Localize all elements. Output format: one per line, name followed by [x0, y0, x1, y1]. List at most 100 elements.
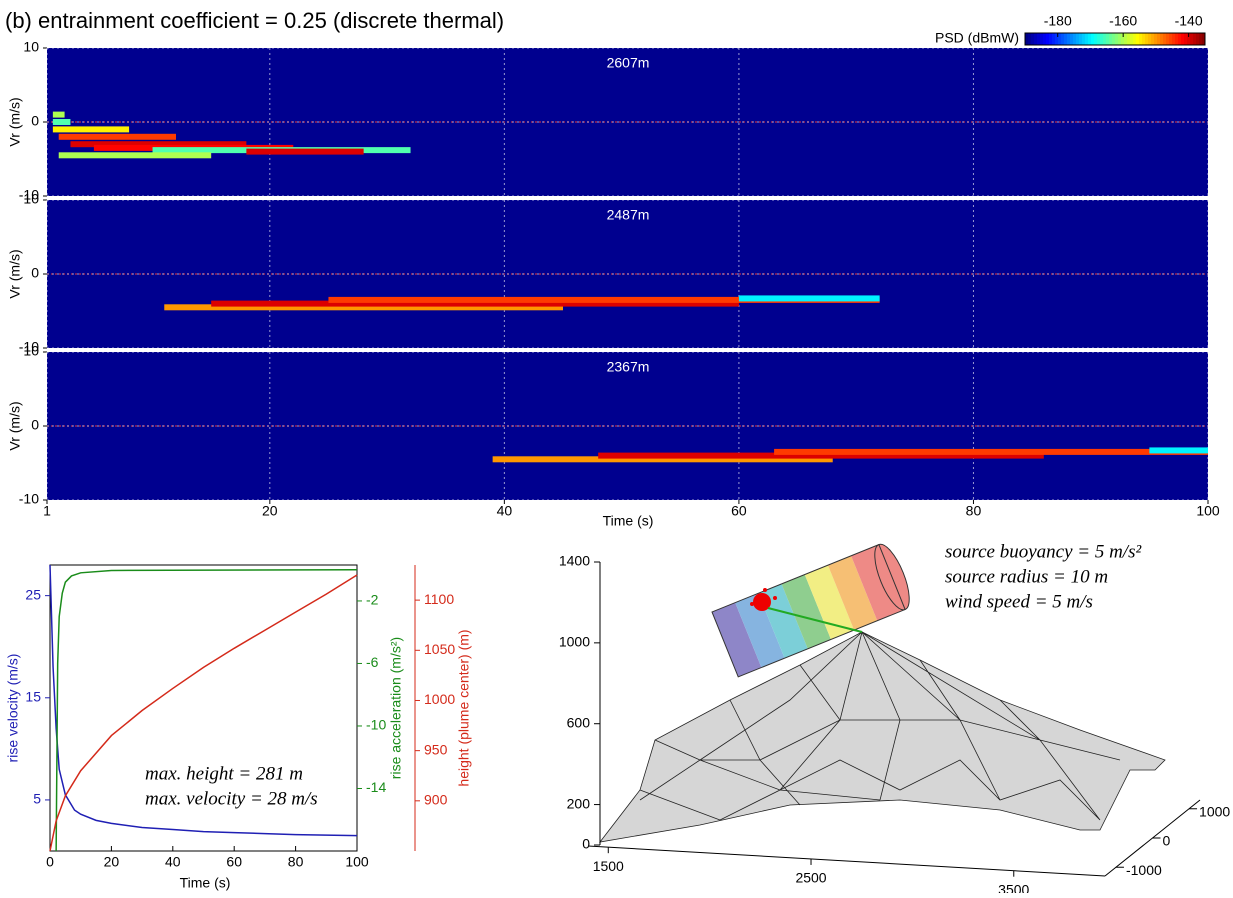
- spectral-strip: [328, 296, 880, 303]
- colorbar-swatch: [1124, 33, 1128, 45]
- colorbar-swatch: [1187, 33, 1191, 45]
- colorbar-swatch: [1034, 33, 1038, 45]
- annotation: max. height = 281 m: [145, 763, 303, 784]
- colorbar-swatch: [1166, 33, 1170, 45]
- colorbar-swatch: [1148, 33, 1152, 45]
- colorbar-swatch: [1196, 33, 1200, 45]
- y-tick-label: 15: [25, 688, 41, 704]
- y3-tick-label: 1100: [424, 591, 454, 607]
- z-tick-label: 200: [567, 795, 591, 811]
- y3-tick-label: 950: [424, 741, 448, 757]
- colorbar-swatch: [1073, 33, 1077, 45]
- spectral-strip: [58, 133, 176, 140]
- colorbar-swatch: [1037, 33, 1041, 45]
- x-tick-label: 100: [1196, 503, 1220, 519]
- x-tick-label: 60: [226, 854, 242, 870]
- y-tick-label: 0: [31, 417, 39, 433]
- annotation: source buoyancy = 5 m/s²: [945, 541, 1141, 562]
- y2-tick-label: -6: [366, 654, 379, 670]
- tracer-particles: [750, 588, 777, 611]
- series-line: [49, 564, 358, 837]
- plume-cylinder: [711, 543, 910, 678]
- colorbar-swatch: [1172, 33, 1176, 45]
- y-axis-label: Vr (m/s): [7, 97, 23, 146]
- colorbar-swatch: [1199, 33, 1203, 45]
- colorbar-swatch: [1181, 33, 1185, 45]
- colorbar-swatch: [1175, 33, 1179, 45]
- y3-tick-label: 1000: [424, 691, 455, 707]
- colorbar-swatch: [1115, 33, 1119, 45]
- x-tick-label: 80: [966, 503, 982, 519]
- colorbar-swatch: [1100, 33, 1104, 45]
- x-tick-label: 2500: [795, 870, 826, 886]
- colorbar-label: PSD (dBmW): [935, 30, 1019, 46]
- colorbar-swatch: [1070, 33, 1074, 45]
- y-tick-label: 10: [23, 191, 39, 207]
- colorbar-tick-label: -180: [1044, 13, 1072, 29]
- x-axis: [587, 845, 1106, 877]
- colorbar-swatch: [1025, 33, 1029, 45]
- colorbar-swatch: [1136, 33, 1140, 45]
- spectral-strip: [58, 152, 212, 159]
- x-tick-label: 60: [731, 503, 747, 519]
- z-tick-label: 1400: [559, 553, 590, 569]
- colorbar-swatch: [1064, 33, 1068, 45]
- colorbar-swatch: [1118, 33, 1122, 45]
- x-tick-label: 3500: [998, 881, 1029, 893]
- z-tick-label: 0: [582, 836, 590, 852]
- plume-path: [767, 607, 863, 633]
- colorbar-tick-label: -160: [1109, 13, 1137, 29]
- colorbar-swatch: [1169, 33, 1173, 45]
- colorbar-swatch: [1160, 33, 1164, 45]
- series-line: [55, 568, 358, 852]
- spectral-strip: [246, 148, 364, 155]
- terrain-mesh: [599, 631, 1166, 843]
- z-tick-label: 1000: [559, 634, 590, 650]
- panel-label: 2487m: [607, 207, 650, 223]
- plot-frame: [49, 564, 358, 852]
- x-axis-label: Time (s): [180, 875, 231, 891]
- colorbar-swatch: [1130, 33, 1134, 45]
- y-tick-label: 5: [33, 791, 41, 807]
- colorbar-tick-label: -140: [1175, 13, 1203, 29]
- figure-title: (b) entrainment coefficient = 0.25 (disc…: [5, 8, 504, 33]
- spectral-strip: [52, 119, 71, 125]
- colorbar-swatch: [1067, 33, 1071, 45]
- y-axis-label: Vr (m/s): [7, 401, 23, 450]
- colorbar-swatch: [1049, 33, 1053, 45]
- colorbar-swatch: [1088, 33, 1092, 45]
- colorbar-swatch: [1154, 33, 1158, 45]
- colorbar-swatch: [1178, 33, 1182, 45]
- colorbar-swatch: [1202, 33, 1206, 45]
- spectral-strip: [774, 448, 1208, 455]
- colorbar-swatch: [1058, 33, 1062, 45]
- colorbar-swatch: [1157, 33, 1161, 45]
- colorbar-swatch: [1043, 33, 1047, 45]
- z-tick-label: 600: [567, 714, 591, 730]
- x-tick-label: 40: [497, 503, 513, 519]
- y2-axis-label: rise acceleration (m/s²): [388, 637, 404, 779]
- colorbar-swatch: [1133, 33, 1137, 45]
- colorbar-swatch: [1121, 33, 1125, 45]
- spectral-strip: [52, 126, 130, 133]
- colorbar-swatch: [1028, 33, 1032, 45]
- colorbar-swatch: [1163, 33, 1167, 45]
- y-tick-label: -10: [19, 491, 39, 507]
- colorbar-swatch: [1106, 33, 1110, 45]
- colorbar-swatch: [1109, 33, 1113, 45]
- spectral-strip: [738, 295, 880, 302]
- y3-tick-label: 900: [424, 792, 448, 808]
- colorbar-swatch: [1076, 33, 1080, 45]
- colorbar-swatch: [1052, 33, 1056, 45]
- colorbar-swatch: [1193, 33, 1197, 45]
- x-axis-label: Time (s): [603, 513, 654, 529]
- x-tick-label: 0: [46, 854, 54, 870]
- colorbar-swatch: [1094, 33, 1098, 45]
- y2-tick-label: -14: [366, 779, 386, 795]
- colorbar-swatch: [1139, 33, 1143, 45]
- colorbar-swatch: [1151, 33, 1155, 45]
- annotation: wind speed = 5 m/s: [945, 591, 1093, 612]
- colorbar-swatch: [1055, 33, 1059, 45]
- spectral-strip: [598, 452, 1044, 459]
